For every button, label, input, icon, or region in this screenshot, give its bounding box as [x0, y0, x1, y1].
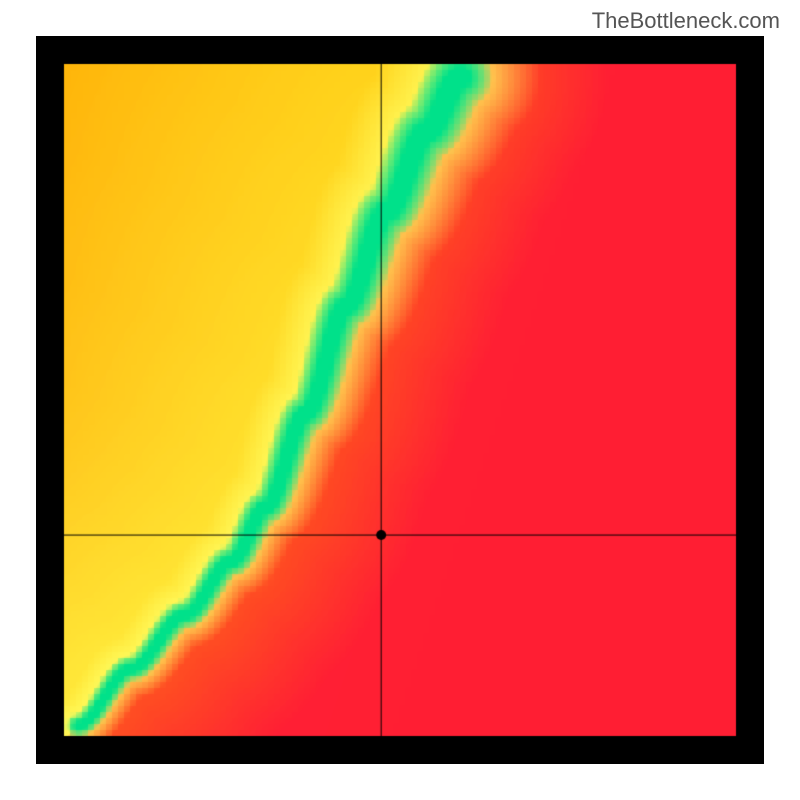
bottleneck-heatmap — [36, 36, 764, 764]
plot-frame — [36, 36, 764, 764]
watermark-text: TheBottleneck.com — [592, 8, 780, 34]
chart-container: TheBottleneck.com — [0, 0, 800, 800]
